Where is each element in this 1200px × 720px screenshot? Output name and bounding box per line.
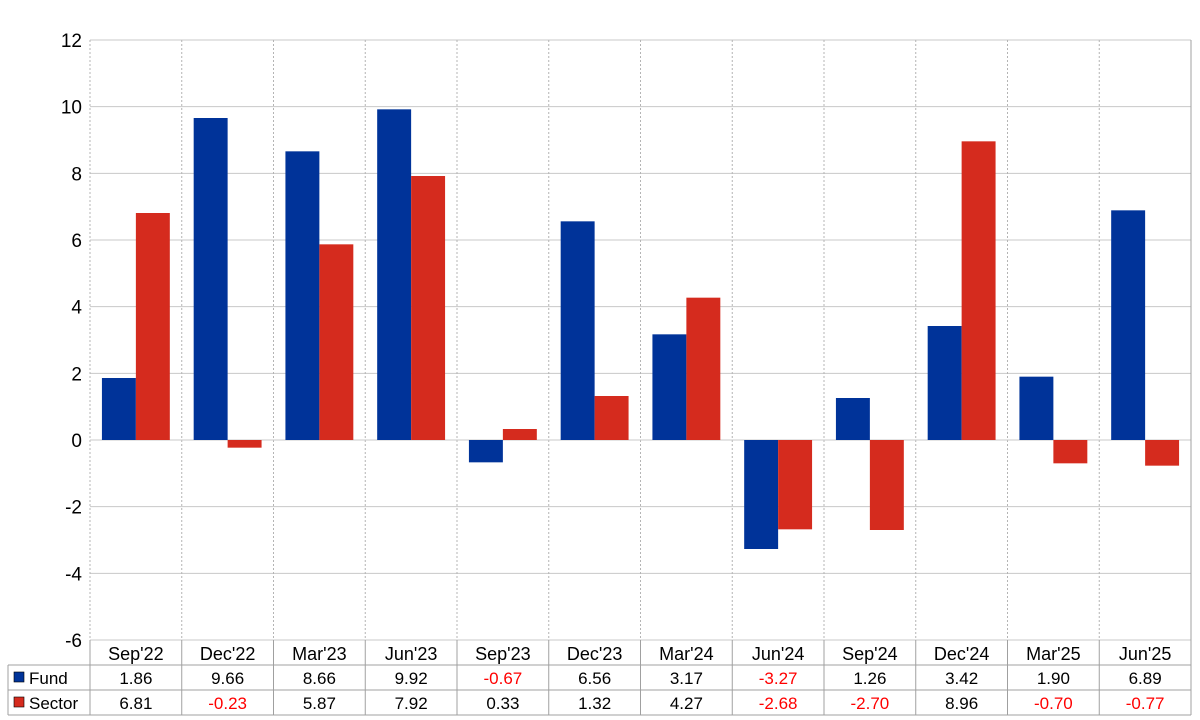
legend-swatch-fund (13, 671, 25, 683)
category-label: Sep'22 (108, 644, 164, 664)
data-label: 4.27 (670, 694, 703, 713)
data-label: 1.26 (853, 669, 886, 688)
legend-swatch-sector (13, 696, 25, 708)
data-label: 6.81 (119, 694, 152, 713)
bar-fund (652, 334, 687, 440)
data-label: -2.70 (851, 694, 890, 713)
data-label: 5.87 (303, 694, 336, 713)
data-label: 9.92 (395, 669, 428, 688)
y-tick-label: 4 (71, 298, 82, 319)
bar-fund (468, 440, 503, 463)
category-label: Dec'24 (934, 644, 989, 664)
bar-fund (193, 118, 228, 440)
y-tick-label: 0 (71, 431, 82, 452)
bar-sector (594, 396, 629, 440)
data-label: 6.56 (578, 669, 611, 688)
y-tick-label: -4 (65, 564, 82, 585)
data-label: 6.89 (1129, 669, 1162, 688)
category-label: Dec'23 (567, 644, 622, 664)
legend-label-fund: Fund (29, 669, 68, 688)
category-label: Sep'24 (842, 644, 898, 664)
data-label: 0.33 (486, 694, 519, 713)
data-table: Sep'22 Dec'22 Mar'23 Jun'23 Sep'23 Dec'23 Mar'… (7, 40, 1192, 716)
bar-sector (502, 429, 537, 440)
bar-sector (135, 213, 170, 440)
data-label: 3.17 (670, 669, 703, 688)
category-label: Jun'25 (1119, 644, 1171, 664)
data-label: -0.23 (208, 694, 247, 713)
category-label: Mar'23 (292, 644, 346, 664)
data-label: -2.68 (759, 694, 798, 713)
y-tick-label: 6 (71, 231, 82, 252)
data-label: 1.86 (119, 669, 152, 688)
bar-sector (869, 440, 904, 530)
category-label: Dec'22 (200, 644, 255, 664)
data-label: 8.66 (303, 669, 336, 688)
bar-fund (744, 440, 779, 549)
data-label: -0.70 (1034, 694, 1073, 713)
bar-fund (560, 221, 595, 440)
y-tick-label: 10 (61, 98, 82, 119)
y-axis-ticks: -6 -4 -2 0 2 4 6 8 10 12 (61, 31, 83, 652)
data-label: 3.42 (945, 669, 978, 688)
bar-fund (835, 398, 870, 440)
y-tick-label: 8 (71, 164, 82, 185)
bar-fund (285, 151, 320, 441)
bar-sector (319, 244, 354, 440)
category-label: Sep'23 (475, 644, 531, 664)
bar-sector (1145, 440, 1180, 466)
category-label: Mar'24 (659, 644, 713, 664)
bar-fund (1111, 210, 1146, 440)
bar-sector (227, 440, 262, 448)
category-label: Jun'23 (385, 644, 437, 664)
bar-fund (377, 109, 412, 440)
legend-label-sector: Sector (29, 694, 78, 713)
category-label: Jun'24 (752, 644, 804, 664)
data-label: 1.32 (578, 694, 611, 713)
data-label: 7.92 (395, 694, 428, 713)
bar-sector (778, 440, 813, 530)
bar-fund (927, 326, 962, 440)
bar-fund (1019, 376, 1054, 440)
data-label: 9.66 (211, 669, 244, 688)
y-tick-label: 2 (71, 364, 82, 385)
data-label: 8.96 (945, 694, 978, 713)
bars (101, 109, 1180, 549)
bar-sector (686, 297, 721, 440)
bar-fund (101, 378, 136, 440)
y-tick-label: -6 (65, 631, 82, 652)
data-label: -0.67 (484, 669, 523, 688)
data-label: -0.77 (1126, 694, 1165, 713)
data-label: -3.27 (759, 669, 798, 688)
data-label: 1.90 (1037, 669, 1070, 688)
bar-sector (411, 176, 446, 440)
y-tick-label: -2 (65, 498, 82, 519)
bar-sector (1053, 440, 1088, 464)
gridlines (89, 39, 1192, 641)
category-label: Mar'25 (1026, 644, 1080, 664)
bar-sector (961, 141, 996, 441)
y-tick-label: 12 (61, 31, 82, 52)
